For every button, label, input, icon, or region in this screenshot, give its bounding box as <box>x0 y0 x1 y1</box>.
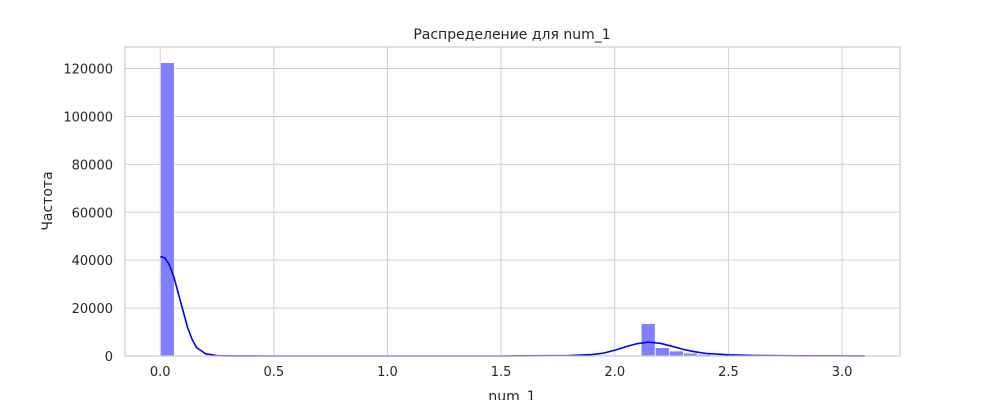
kde-line <box>160 255 865 357</box>
x-tick-label: 0.0 <box>150 365 171 380</box>
x-tick-label: 0.5 <box>264 365 285 380</box>
y-tick-label: 120000 <box>63 63 113 78</box>
x-tick-label: 2.5 <box>718 365 739 380</box>
y-tick-label: 0 <box>105 350 113 365</box>
x-tick-label: 2.0 <box>604 365 625 380</box>
y-tick-label: 60000 <box>72 206 113 221</box>
x-axis-label: num_1 <box>488 389 535 400</box>
chart-title: Распределение для num_1 <box>413 27 610 43</box>
y-tick-label: 100000 <box>63 110 113 125</box>
y-tick-label: 20000 <box>72 302 113 317</box>
histogram-bars <box>159 62 868 357</box>
y-tick-label: 40000 <box>72 254 113 269</box>
histogram-bar <box>640 323 656 357</box>
x-tick-label: 3.0 <box>832 365 853 380</box>
grid-lines <box>125 47 900 357</box>
y-axis-label: Частота <box>40 171 56 230</box>
histogram-bar <box>159 62 175 357</box>
plot-frame <box>124 46 901 357</box>
kde-layer <box>160 255 865 357</box>
x-tick-label: 1.0 <box>377 365 398 380</box>
y-tick-labels: 0 20000 40000 60000 80000 100000 120000 <box>63 63 113 365</box>
histogram-bar <box>668 350 684 357</box>
x-tick-labels: 0.0 0.5 1.0 1.5 2.0 2.5 3.0 <box>150 365 853 380</box>
x-tick-label: 1.5 <box>491 365 512 380</box>
histogram-bar <box>654 347 670 357</box>
y-tick-label: 80000 <box>72 158 113 173</box>
